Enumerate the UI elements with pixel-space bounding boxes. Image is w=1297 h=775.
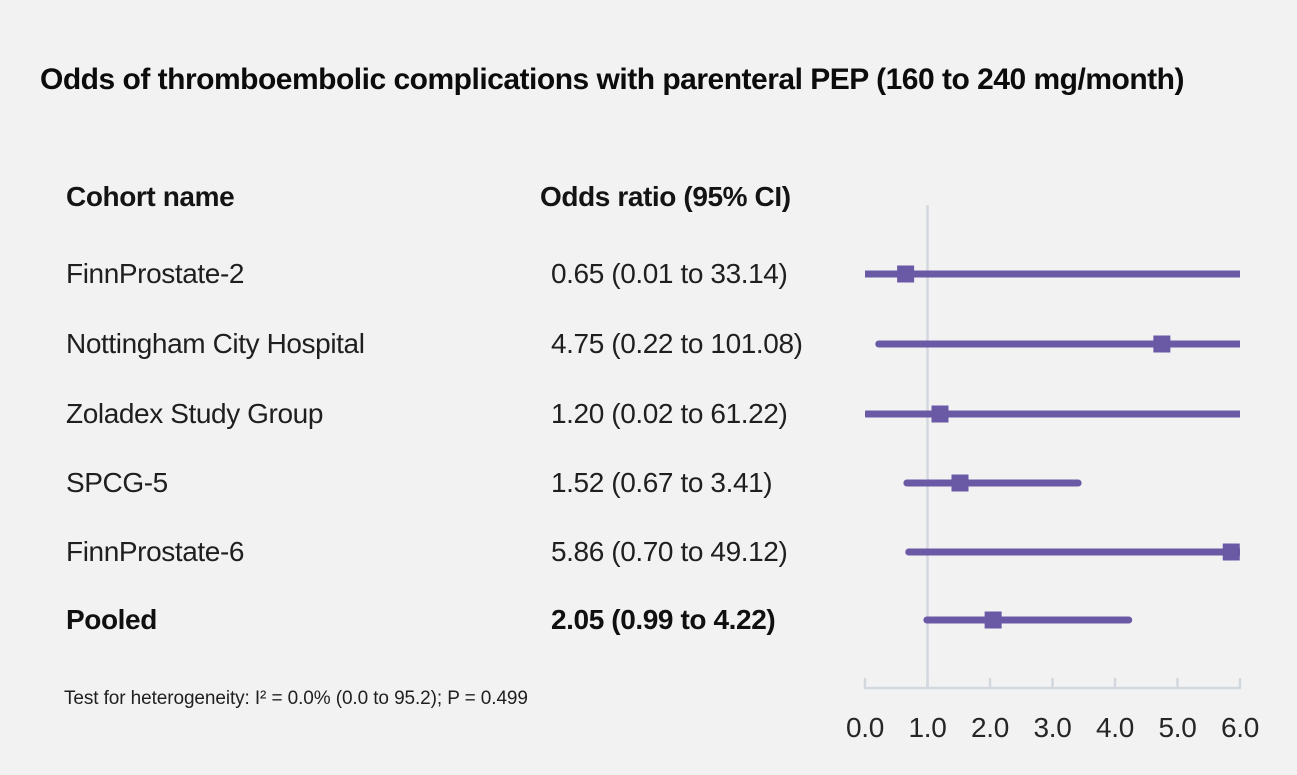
svg-text:2.0: 2.0: [971, 712, 1009, 743]
svg-text:4.0: 4.0: [1096, 712, 1134, 743]
chart-title: Odds of thromboembolic complications wit…: [40, 63, 1184, 96]
svg-text:5.0: 5.0: [1158, 712, 1196, 743]
svg-text:0.0: 0.0: [846, 712, 884, 743]
svg-text:3.0: 3.0: [1033, 712, 1071, 743]
odds-ratio-column-header: Odds ratio (95% CI): [540, 181, 791, 212]
odds-ratio-value: 5.86 (0.70 to 49.12): [551, 536, 788, 567]
cohort-column-header: Cohort name: [66, 181, 235, 212]
cohort-name: FinnProstate-6: [66, 536, 245, 567]
odds-ratio-value: 1.20 (0.02 to 61.22): [551, 398, 788, 429]
heterogeneity-note: Test for heterogeneity: I² = 0.0% (0.0 t…: [64, 688, 528, 709]
pooled-odds-ratio-value: 2.05 (0.99 to 4.22): [551, 604, 776, 635]
svg-text:1.0: 1.0: [908, 712, 946, 743]
odds-ratio-value: 1.52 (0.67 to 3.41): [551, 467, 773, 498]
cohort-name: Zoladex Study Group: [66, 398, 323, 429]
cohort-name: FinnProstate-2: [66, 258, 245, 289]
pooled-row-label: Pooled: [66, 604, 157, 635]
odds-ratio-value: 4.75 (0.22 to 101.08): [551, 328, 803, 359]
cohort-name: SPCG-5: [66, 467, 168, 498]
cohort-name: Nottingham City Hospital: [66, 328, 365, 359]
odds-ratio-value: 0.65 (0.01 to 33.14): [551, 258, 788, 289]
svg-text:6.0: 6.0: [1221, 712, 1259, 743]
